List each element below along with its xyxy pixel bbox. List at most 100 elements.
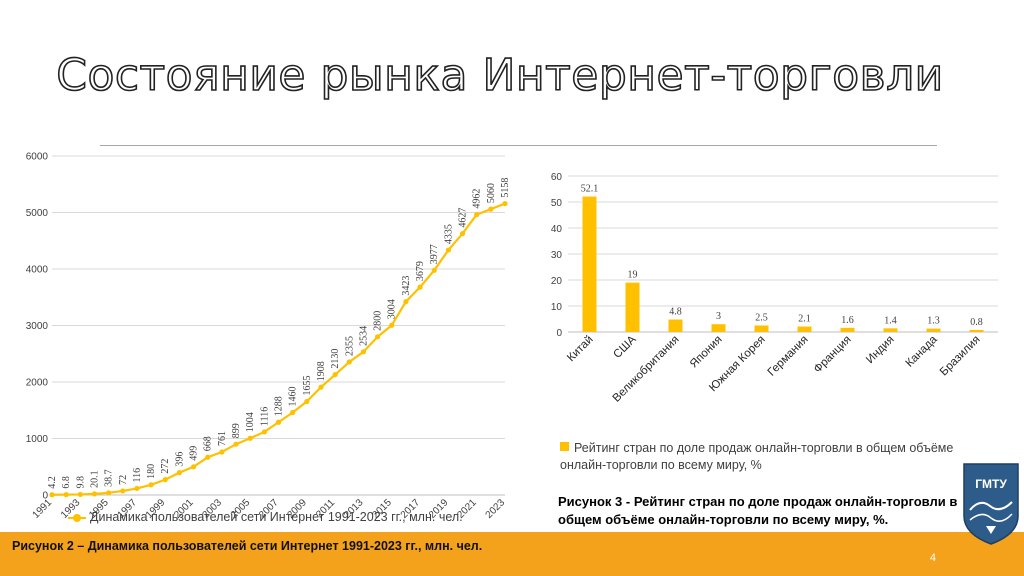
bar: [582, 196, 597, 332]
data-label: 2.1: [798, 314, 811, 325]
data-label: 499: [189, 446, 200, 461]
data-point: [290, 409, 296, 416]
data-point: [148, 482, 154, 488]
data-label: 899: [231, 423, 242, 438]
data-label: 3977: [429, 244, 440, 264]
data-label: 4335: [443, 224, 454, 244]
data-point: [261, 429, 267, 435]
data-label: 396: [174, 452, 185, 467]
data-label: 2800: [373, 311, 384, 331]
slide-title: Состояние рынка Интернет-торговли: [55, 49, 944, 102]
data-point: [502, 200, 508, 207]
bar: [797, 326, 812, 332]
bar: [668, 319, 683, 332]
university-logo: ГМТУ: [963, 463, 1019, 545]
data-label: 668: [203, 436, 214, 451]
data-point: [374, 334, 381, 340]
y-tick-label: 3000: [26, 321, 49, 332]
data-point: [417, 284, 423, 290]
data-point: [459, 230, 466, 237]
data-label: 2534: [358, 326, 369, 346]
data-point: [474, 212, 480, 218]
bar-chart-legend: Рейтинг стран по доле продаж онлайн-торг…: [560, 440, 980, 474]
y-tick-label: 2000: [26, 378, 49, 389]
data-point: [445, 247, 451, 253]
data-point: [49, 492, 55, 498]
data-label: 3004: [387, 299, 398, 319]
data-point: [162, 477, 168, 483]
data-label: 5060: [486, 183, 497, 203]
data-label: 761: [217, 431, 228, 446]
data-label: 3423: [401, 276, 412, 296]
data-label: 9.8: [75, 476, 86, 489]
y-tick-label: 60: [551, 172, 563, 183]
title-divider: [100, 145, 937, 146]
svg-text:ГМТУ: ГМТУ: [975, 477, 1007, 491]
y-tick-label: 50: [551, 198, 563, 209]
data-label: 116: [132, 468, 143, 483]
data-label: 3679: [415, 261, 426, 281]
data-point: [275, 419, 282, 425]
bar: [754, 325, 769, 332]
data-label: 52.1: [581, 184, 599, 195]
category-label: Китай: [565, 334, 595, 364]
data-label: 19: [628, 270, 638, 281]
footer-bar: [0, 532, 1024, 576]
data-label: 2130: [330, 349, 341, 369]
figure-3-caption: Рисунок 3 - Рейтинг стран по доле продаж…: [558, 494, 958, 527]
y-tick-label: 40: [551, 224, 563, 235]
data-label: 5158: [500, 178, 511, 198]
legend-bar-marker: [560, 442, 569, 451]
data-point: [205, 454, 211, 460]
data-label: 4.8: [669, 307, 682, 318]
data-label: 1908: [316, 361, 327, 381]
data-label: 1.4: [884, 315, 897, 326]
data-point: [91, 491, 98, 497]
data-point: [488, 206, 494, 212]
data-point: [318, 384, 324, 390]
category-label: Япония: [688, 334, 725, 371]
data-label: 4962: [472, 189, 483, 209]
data-label: 1004: [245, 412, 256, 432]
data-point: [346, 359, 352, 365]
data-point: [389, 322, 395, 328]
figure-2-caption: Рисунок 2 – Динамика пользователей сети …: [12, 539, 483, 553]
y-tick-label: 5000: [26, 208, 49, 219]
data-label: 1460: [288, 387, 299, 407]
data-point: [247, 435, 253, 441]
data-point: [77, 491, 83, 498]
data-point: [190, 464, 197, 470]
y-tick-label: 1000: [26, 434, 49, 445]
y-tick-label: 20: [551, 276, 563, 287]
y-tick-label: 10: [551, 302, 563, 313]
y-tick-label: 4000: [26, 265, 49, 276]
data-point: [360, 349, 367, 355]
data-label: 4.2: [47, 476, 58, 489]
data-label: 4627: [458, 208, 469, 228]
data-label: 6.8: [61, 476, 72, 489]
data-label: 2355: [344, 336, 355, 356]
country-share-bar-chart: 010203040506052.1Китай19США4.8Великобрит…: [551, 172, 998, 405]
x-tick-label: 1991: [31, 497, 55, 521]
y-tick-label: 0: [42, 491, 48, 502]
data-label: 272: [160, 459, 171, 474]
bar: [926, 328, 941, 332]
y-tick-label: 6000: [26, 152, 49, 163]
bar: [883, 328, 898, 332]
bar: [625, 282, 640, 332]
data-point: [176, 470, 183, 476]
category-label: Бразилия: [938, 334, 983, 379]
data-label: 1288: [274, 396, 285, 416]
data-point: [63, 492, 69, 498]
bar: [711, 324, 726, 332]
y-tick-label: 30: [551, 250, 563, 261]
line-legend-label: Динамика пользователей сети Интернет 199…: [90, 510, 463, 524]
data-label: 180: [146, 464, 157, 479]
category-label: Канада: [904, 333, 940, 369]
data-label: 2.5: [755, 313, 768, 324]
category-label: Франция: [812, 334, 854, 376]
data-label: 1655: [302, 375, 313, 395]
data-point: [134, 485, 140, 492]
data-label: 0.8: [970, 317, 983, 328]
